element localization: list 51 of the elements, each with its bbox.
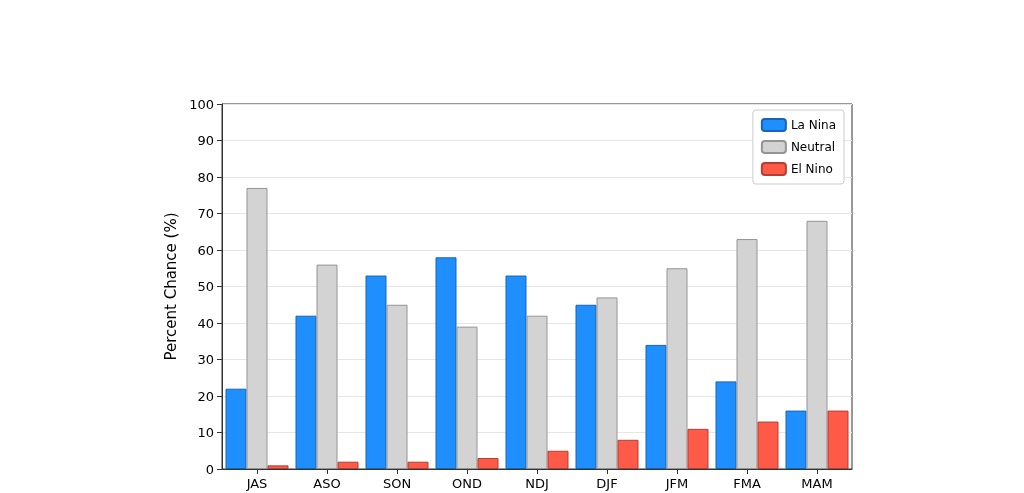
y-tick-label: 60	[197, 242, 214, 258]
y-tick-label: 20	[197, 388, 214, 404]
bar	[715, 381, 737, 469]
bar	[526, 315, 548, 469]
bar	[316, 264, 338, 469]
bar	[505, 275, 527, 469]
bar	[575, 304, 597, 469]
y-tick-label: 90	[197, 133, 214, 148]
x-tick-label: JFM	[664, 476, 689, 491]
y-tick-label: 100	[189, 96, 214, 112]
bar	[435, 257, 457, 469]
x-tick-label: NDJ	[525, 476, 549, 491]
legend-label: La Nina	[790, 118, 836, 132]
y-tick-label: 10	[197, 425, 214, 440]
legend-label: Neutral	[790, 140, 836, 154]
bar	[806, 220, 828, 469]
x-tick-label: MAM	[801, 476, 833, 491]
bar	[246, 187, 268, 469]
bar	[456, 326, 478, 469]
bar	[617, 439, 639, 469]
bar	[295, 315, 317, 469]
y-axis-title: Percent Chance (%)	[161, 212, 180, 361]
y-tick-label: 80	[197, 169, 214, 185]
x-tick-label: DJF	[596, 476, 618, 491]
bar	[645, 344, 667, 469]
bar	[267, 465, 289, 469]
bar	[757, 421, 779, 469]
bar	[827, 410, 849, 469]
x-tick-label: OND	[452, 476, 482, 491]
x-tick-label: FMA	[733, 476, 761, 491]
legend-label: El Nino	[790, 162, 833, 176]
bar	[386, 304, 408, 469]
y-tick-label: 40	[197, 315, 214, 331]
bar	[687, 428, 709, 469]
y-tick-label: 30	[197, 352, 214, 367]
bar	[547, 450, 569, 469]
bar	[785, 410, 807, 469]
bar	[736, 239, 758, 469]
bar	[666, 268, 688, 469]
bar	[365, 275, 387, 469]
y-tick-label: 50	[197, 279, 214, 294]
bar	[596, 297, 618, 469]
x-tick-label: ASO	[313, 476, 341, 491]
y-tick-label: 0	[205, 461, 214, 477]
bar	[225, 388, 247, 469]
x-tick-label: SON	[382, 476, 412, 491]
bar	[477, 458, 499, 469]
bar	[337, 461, 359, 469]
y-tick-label: 70	[197, 206, 214, 221]
x-tick-label: JAS	[245, 476, 268, 491]
bar	[407, 461, 429, 469]
